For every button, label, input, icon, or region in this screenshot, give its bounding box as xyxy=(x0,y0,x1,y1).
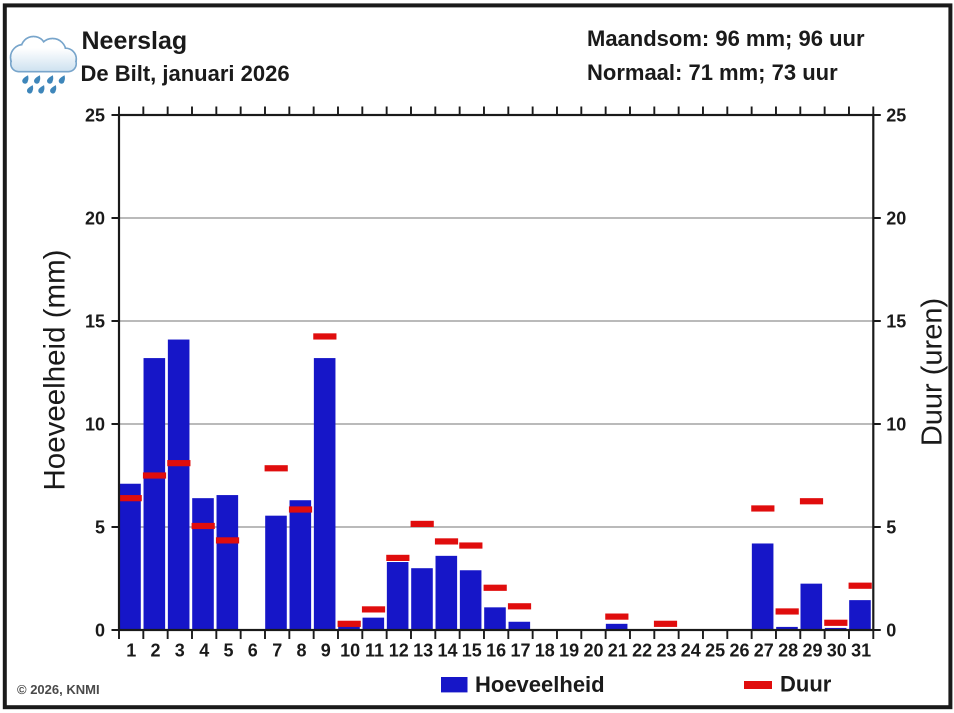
svg-text:29: 29 xyxy=(802,641,822,661)
svg-text:0: 0 xyxy=(95,621,105,641)
svg-text:4: 4 xyxy=(199,641,209,661)
svg-text:30: 30 xyxy=(827,641,847,661)
svg-text:28: 28 xyxy=(778,641,798,661)
svg-text:25: 25 xyxy=(886,106,906,126)
svg-text:11: 11 xyxy=(365,641,384,661)
svg-text:Normaal: 71 mm; 73 uur: Normaal: 71 mm; 73 uur xyxy=(587,60,838,85)
svg-text:© 2026, KNMI: © 2026, KNMI xyxy=(17,682,100,697)
svg-text:8: 8 xyxy=(296,641,306,661)
svg-text:26: 26 xyxy=(729,641,749,661)
svg-text:15: 15 xyxy=(85,312,105,332)
svg-text:Duur (uren): Duur (uren) xyxy=(917,298,949,446)
svg-text:15: 15 xyxy=(886,312,906,332)
svg-text:13: 13 xyxy=(413,641,433,661)
svg-text:Duur: Duur xyxy=(780,672,832,697)
svg-text:12: 12 xyxy=(389,641,409,661)
svg-text:18: 18 xyxy=(535,641,555,661)
svg-text:17: 17 xyxy=(510,641,530,661)
svg-text:1: 1 xyxy=(126,641,136,661)
svg-text:5: 5 xyxy=(886,518,896,538)
svg-text:25: 25 xyxy=(85,106,105,126)
svg-text:7: 7 xyxy=(272,641,282,661)
svg-text:10: 10 xyxy=(886,415,906,435)
svg-text:20: 20 xyxy=(583,641,603,661)
svg-text:6: 6 xyxy=(248,641,258,661)
svg-text:20: 20 xyxy=(85,209,105,229)
svg-text:Hoeveelheid (mm): Hoeveelheid (mm) xyxy=(39,250,72,491)
svg-text:10: 10 xyxy=(85,415,105,435)
svg-text:De Bilt, januari 2026: De Bilt, januari 2026 xyxy=(81,61,290,86)
svg-text:20: 20 xyxy=(886,209,906,229)
svg-text:10: 10 xyxy=(340,641,360,661)
svg-text:21: 21 xyxy=(608,641,628,661)
svg-text:16: 16 xyxy=(486,641,506,661)
svg-text:2: 2 xyxy=(150,641,160,661)
svg-text:22: 22 xyxy=(632,641,652,661)
svg-text:27: 27 xyxy=(754,641,774,661)
svg-text:31: 31 xyxy=(851,641,871,661)
svg-text:25: 25 xyxy=(705,641,725,661)
svg-text:5: 5 xyxy=(223,641,233,661)
svg-text:14: 14 xyxy=(437,641,457,661)
svg-text:23: 23 xyxy=(656,641,676,661)
svg-text:19: 19 xyxy=(559,641,579,661)
svg-text:3: 3 xyxy=(175,641,185,661)
svg-text:9: 9 xyxy=(321,641,331,661)
svg-text:0: 0 xyxy=(886,621,896,641)
svg-text:Hoeveelheid: Hoeveelheid xyxy=(475,672,605,697)
svg-text:Neerslag: Neerslag xyxy=(82,27,188,55)
svg-text:5: 5 xyxy=(95,518,105,538)
svg-text:Maandsom: 96 mm; 96 uur: Maandsom: 96 mm; 96 uur xyxy=(587,26,865,51)
svg-text:15: 15 xyxy=(462,641,482,661)
svg-text:24: 24 xyxy=(681,641,701,661)
